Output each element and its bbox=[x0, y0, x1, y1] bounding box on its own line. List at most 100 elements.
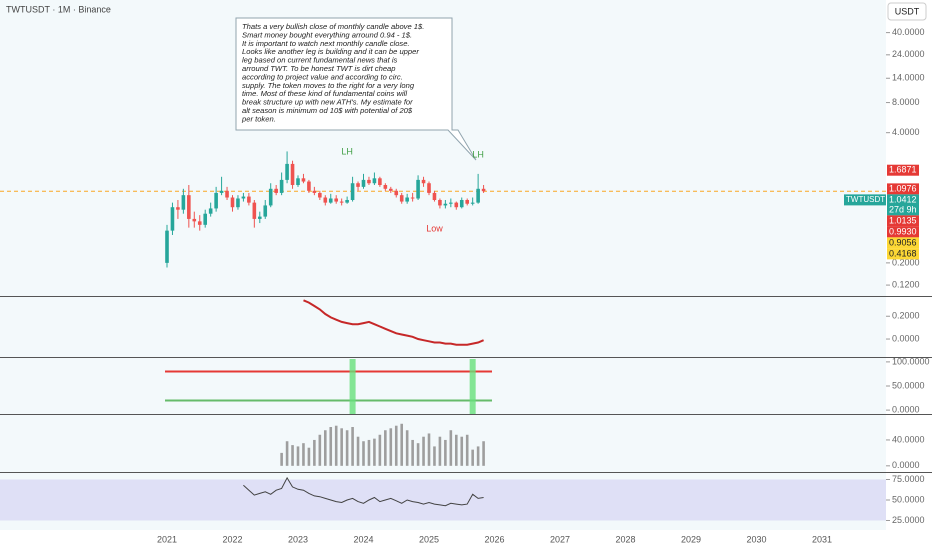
y-tick-label: 100.0000 bbox=[892, 356, 930, 366]
x-tick-label: 2023 bbox=[288, 534, 308, 544]
volume-bar bbox=[291, 445, 294, 466]
candle-body bbox=[165, 230, 169, 263]
candle-body bbox=[454, 202, 459, 208]
candle-body bbox=[208, 208, 213, 214]
candle-body bbox=[197, 221, 202, 225]
candle-body bbox=[383, 185, 388, 189]
candle-body bbox=[416, 179, 420, 199]
candle-body bbox=[187, 195, 191, 219]
countdown: 27d 9h bbox=[889, 204, 917, 214]
annotation: LH bbox=[472, 149, 484, 159]
candle-body bbox=[274, 188, 278, 193]
volume-bar bbox=[356, 436, 360, 466]
candle-body bbox=[339, 201, 344, 203]
candle-body bbox=[465, 199, 470, 204]
volume-bar bbox=[465, 434, 469, 466]
candle-body bbox=[481, 188, 486, 192]
macd-panel bbox=[0, 297, 886, 357]
currency[interactable]: USDT bbox=[895, 6, 920, 16]
volume-bar bbox=[438, 436, 442, 466]
y-tick-label: 25.0000 bbox=[892, 515, 925, 525]
candle-body bbox=[427, 183, 431, 193]
candle-body bbox=[378, 178, 382, 186]
y-tick-label: 0.0000 bbox=[892, 460, 920, 470]
y-tick-label: 4.0000 bbox=[892, 127, 920, 137]
volume-bar bbox=[280, 452, 283, 466]
note-line: Thats a very bullish close of monthly ca… bbox=[242, 22, 424, 31]
volume-bar bbox=[471, 449, 474, 466]
x-tick-label: 2028 bbox=[615, 534, 635, 544]
symbol-tag-label: TWTUSDT bbox=[846, 195, 885, 204]
volume-bar bbox=[400, 423, 404, 466]
volume-bar bbox=[302, 443, 305, 466]
volume-bar bbox=[351, 427, 354, 466]
candle-body bbox=[192, 218, 197, 222]
candle-body bbox=[328, 198, 333, 203]
volume-bar bbox=[460, 436, 464, 466]
annotation: Low bbox=[426, 223, 443, 233]
y-tick-label: 50.0000 bbox=[892, 494, 925, 504]
x-tick-label: 2029 bbox=[681, 534, 701, 544]
volume-bar bbox=[345, 430, 349, 466]
candle-body bbox=[257, 216, 262, 219]
volume-bar bbox=[285, 441, 289, 466]
candle-body bbox=[301, 178, 306, 182]
candle-body bbox=[219, 190, 224, 193]
x-tick-label: 2022 bbox=[222, 534, 242, 544]
volume-bar bbox=[313, 439, 316, 466]
candle-body bbox=[296, 178, 300, 186]
note-line: Smart money bought everything arround 0.… bbox=[242, 30, 412, 39]
rsi-band bbox=[0, 479, 886, 521]
candle-body bbox=[388, 188, 393, 191]
highlight bbox=[349, 359, 356, 414]
symbol-tag bbox=[844, 194, 886, 206]
candle-body bbox=[405, 197, 409, 202]
annotation: LH bbox=[341, 146, 353, 156]
candle-body bbox=[263, 205, 268, 217]
price-tag bbox=[887, 164, 919, 176]
candle-body bbox=[470, 202, 475, 204]
stoch-panel bbox=[0, 358, 886, 414]
y-tick-label: 75.0000 bbox=[892, 474, 925, 484]
currency-button[interactable] bbox=[887, 2, 927, 21]
y-tick-label: 14.0000 bbox=[892, 73, 925, 83]
y-tick-label: 50.0000 bbox=[892, 380, 925, 390]
price-tag-label: 0.9930 bbox=[889, 226, 917, 236]
volume-bar bbox=[454, 434, 458, 466]
volume-bar bbox=[334, 425, 338, 466]
candle-body bbox=[225, 190, 229, 198]
price-tag-label: 0.9056 bbox=[889, 237, 917, 247]
price-tag-label: 1.6871 bbox=[889, 165, 917, 175]
candle-body bbox=[432, 192, 437, 200]
price-tag bbox=[887, 183, 919, 195]
volume-panel bbox=[0, 415, 886, 472]
volume-bar bbox=[367, 439, 371, 466]
price-tag bbox=[887, 194, 919, 216]
x-tick-label: 2025 bbox=[419, 534, 439, 544]
candle-body bbox=[421, 179, 426, 184]
candle-body bbox=[367, 179, 371, 184]
note-line: It is important to watch next monthly ca… bbox=[242, 39, 410, 48]
candle-body bbox=[290, 163, 295, 186]
volume-bar bbox=[318, 434, 322, 466]
y-tick-label: 24.0000 bbox=[892, 49, 925, 59]
volume-bar bbox=[296, 446, 300, 466]
candle-body bbox=[170, 207, 175, 231]
candle-body bbox=[361, 179, 366, 187]
note-box bbox=[235, 17, 477, 161]
volume-bar bbox=[422, 436, 425, 466]
volume-bar bbox=[394, 425, 398, 466]
y-tick-label: 40.0000 bbox=[892, 27, 925, 37]
candle-body bbox=[323, 197, 328, 203]
candle-body bbox=[252, 202, 257, 219]
volume-bar bbox=[323, 430, 327, 466]
y-tick-label: 40.0000 bbox=[892, 434, 925, 444]
candle-body bbox=[307, 181, 311, 191]
candle-body bbox=[443, 203, 448, 206]
volume-bar bbox=[307, 447, 311, 466]
y-tick-label: 0.0000 bbox=[892, 404, 920, 414]
note-line: time. Most of these kind of fundamental … bbox=[242, 89, 407, 98]
candle-body bbox=[236, 198, 240, 208]
volume-bar bbox=[449, 430, 453, 466]
candle-body bbox=[181, 195, 186, 210]
